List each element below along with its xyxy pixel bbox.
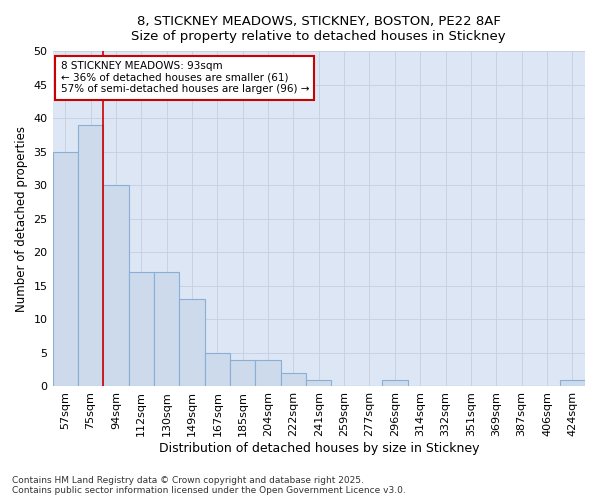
Bar xyxy=(179,300,205,386)
Bar xyxy=(53,152,78,386)
Bar xyxy=(281,373,306,386)
Bar xyxy=(306,380,331,386)
Bar xyxy=(128,272,154,386)
Bar xyxy=(154,272,179,386)
Bar xyxy=(230,360,256,386)
Bar xyxy=(256,360,281,386)
Bar xyxy=(78,125,103,386)
Title: 8, STICKNEY MEADOWS, STICKNEY, BOSTON, PE22 8AF
Size of property relative to det: 8, STICKNEY MEADOWS, STICKNEY, BOSTON, P… xyxy=(131,15,506,43)
Text: Contains HM Land Registry data © Crown copyright and database right 2025.
Contai: Contains HM Land Registry data © Crown c… xyxy=(12,476,406,495)
Y-axis label: Number of detached properties: Number of detached properties xyxy=(15,126,28,312)
Bar xyxy=(382,380,407,386)
X-axis label: Distribution of detached houses by size in Stickney: Distribution of detached houses by size … xyxy=(158,442,479,455)
Bar xyxy=(560,380,585,386)
Text: 8 STICKNEY MEADOWS: 93sqm
← 36% of detached houses are smaller (61)
57% of semi-: 8 STICKNEY MEADOWS: 93sqm ← 36% of detac… xyxy=(61,61,309,94)
Bar xyxy=(205,353,230,386)
Bar xyxy=(103,185,128,386)
